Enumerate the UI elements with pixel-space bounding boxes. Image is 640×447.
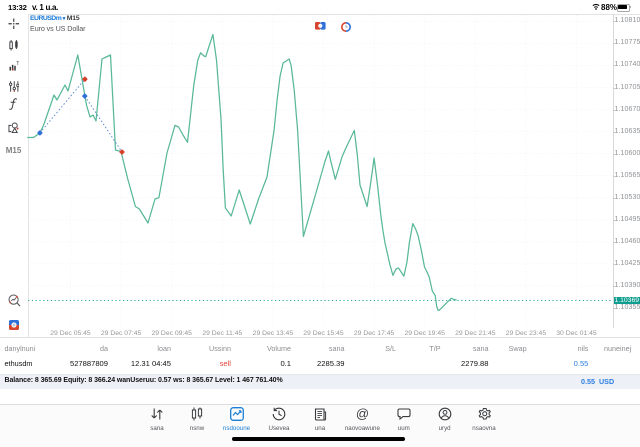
svg-text:T: T (16, 61, 19, 67)
